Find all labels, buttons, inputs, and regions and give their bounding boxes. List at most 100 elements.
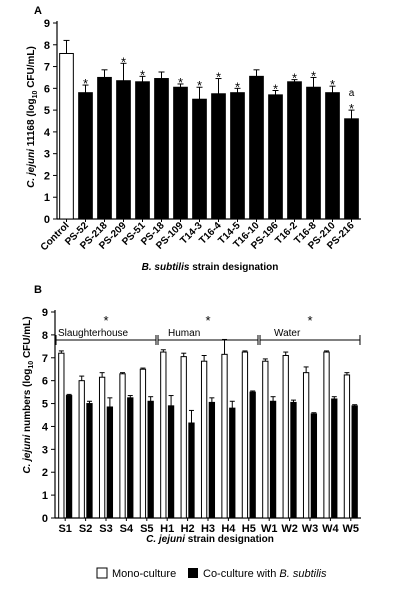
legend: Mono-culture Co-culture with B. subtilis <box>96 567 327 580</box>
panel-b-bar-mono <box>119 373 126 519</box>
panel-a-y-tick-label: 0 <box>44 214 50 226</box>
panel-a-significance-star: * <box>235 79 240 94</box>
panel-b-group-label: Slaughterhouse <box>58 328 128 339</box>
panel-b-plot: 0 1 2 3 4 5 6 7 8 9 S1 S2 S3 S4 S5 H1 H2 H3 H4 H5 W1 W2 W3 W4 W5… <box>42 307 361 535</box>
panel-b-x-tick-label: W2 <box>281 523 298 535</box>
panel-b-group-label: Water <box>274 328 301 339</box>
panel-b-bar-mono <box>58 352 65 519</box>
panel-a-y-tick-label: 8 <box>44 40 50 52</box>
panel-a-xlabel-italic: B. subtilis <box>142 262 190 273</box>
panel-b-ylabel-end: CFU/mL) <box>22 316 33 360</box>
panel-a-xlabel-rest: strain designation <box>189 262 278 273</box>
panel-b-x-tick-label: W1 <box>261 523 278 535</box>
panel-a-significance-star: * <box>273 82 278 97</box>
panel-a-bar <box>97 76 112 220</box>
panel-b-bar-mono <box>98 376 106 519</box>
panel-a-y-tick-label: 3 <box>44 149 50 161</box>
panel-b-bar-co <box>167 405 175 519</box>
panel-b-label: B <box>34 284 42 296</box>
panel-b-y-tick-label: 7 <box>42 353 48 365</box>
panel-a-bar <box>116 80 131 220</box>
panel-b-bar-mono <box>241 351 249 519</box>
panel-a-label: A <box>34 5 42 17</box>
panel-b-bar-co <box>188 422 195 519</box>
panel-a-bar <box>211 93 226 220</box>
panel-a-xlabel: B. subtilis strain designation <box>142 262 279 273</box>
panel-a-y-tick-label: 4 <box>44 127 51 139</box>
panel-b-bar-mono <box>302 372 310 519</box>
panel-a-significance-letter: a <box>349 88 355 99</box>
panel-a-y-tick-label: 1 <box>44 192 50 204</box>
panel-a-bar <box>154 78 169 220</box>
panel-b-bar-co <box>106 406 114 519</box>
panel-a-significance-star: * <box>197 78 202 93</box>
panel-b-group-significance-star: * <box>103 313 108 328</box>
panel-b-ylabel-rest: numbers (log <box>22 369 33 435</box>
panel-b-bar-mono <box>139 368 147 519</box>
panel-a-bar <box>344 118 359 220</box>
panel-a-bar <box>268 94 283 220</box>
legend-label-mono: Mono-culture <box>112 568 176 580</box>
panel-a-y-tick-label: 6 <box>44 83 50 95</box>
panel-b-x-tick-label: S4 <box>120 523 134 535</box>
panel-a-ylabel-end: CFU/mL) <box>26 46 37 90</box>
panel-a-significance-star: * <box>83 76 88 91</box>
panel-a-significance-star: * <box>311 68 316 83</box>
panel-b-xlabel-italic: C. jejuni <box>146 534 185 545</box>
panel-b-bar-mono <box>262 360 269 519</box>
panel-b-bar-mono <box>78 380 85 519</box>
panel-b-ylabel-sub: 10 <box>28 361 35 369</box>
panel-b-x-tick-label: S1 <box>58 523 71 535</box>
legend-swatch-mono <box>96 567 108 579</box>
panel-b-bar-co <box>208 401 216 519</box>
panel-a-significance-star: * <box>140 67 145 82</box>
panel-b-bar-mono <box>200 360 208 519</box>
panel-b-x-tick-label: S5 <box>140 523 153 535</box>
panel-a-significance-star: * <box>349 101 354 116</box>
panel-b-bar-co <box>229 407 236 519</box>
panel-a-y-tick-label: 7 <box>44 62 50 74</box>
panel-a-ylabel-sub: 10 <box>32 90 39 98</box>
panel-b-y-tick-label: 5 <box>42 399 48 411</box>
panel-b-ylabel: C. jejuni numbers (log10 CFU/mL) <box>22 316 35 473</box>
panel-b-x-tick-label: W5 <box>343 523 360 535</box>
panel-a-bar <box>192 98 207 220</box>
legend-swatch-co <box>188 568 198 578</box>
panel-b-y-tick-label: 2 <box>42 467 48 479</box>
panel-a-bar <box>325 92 340 220</box>
panel-a-y-tick-label: 5 <box>44 105 50 117</box>
panel-a-y-tick-label: 9 <box>44 18 50 30</box>
panel-b-y-tick-label: 0 <box>42 513 48 525</box>
panel-a-significance-star: * <box>121 54 126 69</box>
panel-b-ylabel-italic: C. jejuni <box>22 435 33 474</box>
panel-a-significance-star: * <box>292 71 297 86</box>
panel-b-bar-co <box>127 397 134 519</box>
panel-b-group-significance-star: * <box>307 313 312 328</box>
panel-a-y-tick-label: 2 <box>44 170 50 182</box>
panel-b-x-tick-label: W4 <box>322 523 339 535</box>
panel-b-bar-co <box>147 400 154 519</box>
panel-b-y-tick-label: 1 <box>42 490 48 502</box>
panel-b-x-tick-label: H4 <box>221 523 236 535</box>
panel-b-bar-mono <box>160 351 167 519</box>
panel-a-significance-star: * <box>330 77 335 92</box>
panel-b-xlabel: C. jejuni strain designation <box>146 534 274 545</box>
panel-a-plot: 0123456789ControlPS-52*PS-218PS-209*PS-5… <box>39 18 361 253</box>
panel-a-bar <box>78 92 93 220</box>
panel-b-bar-mono <box>282 354 289 519</box>
panel-b-bar-mono <box>323 351 330 519</box>
panel-a-bar <box>173 86 188 220</box>
panel-a-bar <box>249 75 264 220</box>
panel-a-bar <box>287 81 302 220</box>
legend-label-co-italic: B. subtilis <box>279 568 327 580</box>
panel-b-x-tick-label: S3 <box>99 523 112 535</box>
panel-a-significance-star: * <box>178 75 183 90</box>
panel-b-group-significance-star: * <box>205 313 210 328</box>
panel-a-bar <box>306 86 321 220</box>
panel-b-bar-co <box>351 405 358 519</box>
panel-a-ylabel-rest: 11168 (log <box>26 98 37 149</box>
panel-b-bar-co <box>249 391 256 519</box>
panel-b-x-tick-label: H1 <box>160 523 174 535</box>
panel-b-x-tick-label: H2 <box>181 523 195 535</box>
